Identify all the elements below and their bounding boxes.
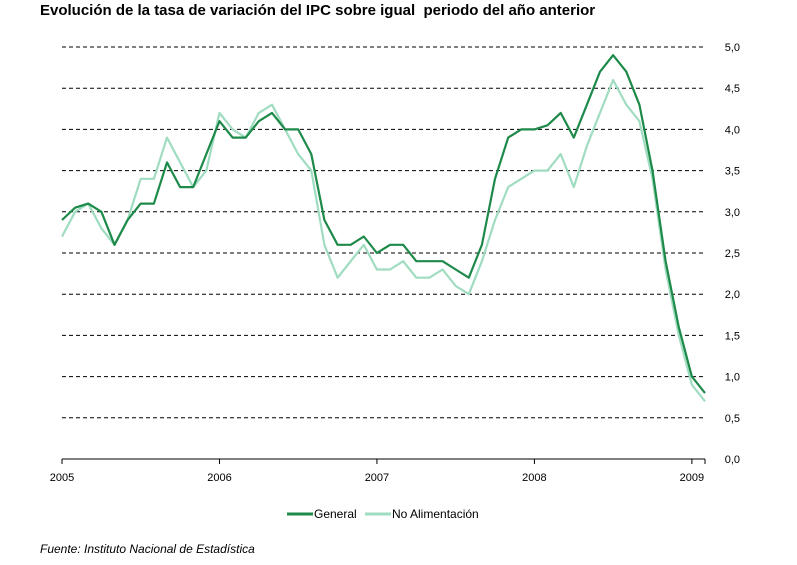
x-tick-label: 2007: [365, 472, 389, 484]
x-tick-label: 2009: [680, 472, 704, 484]
y-tick-label: 2,5: [725, 248, 740, 260]
legend: General No Alimentación: [287, 507, 479, 521]
series-lines: [61, 54, 706, 402]
x-tick-label: 2005: [50, 472, 74, 484]
grid-lines: [62, 46, 705, 419]
y-tick-label: 1,5: [725, 330, 740, 342]
x-tick-label: 2008: [522, 472, 546, 484]
y-tick-label: 2,0: [725, 289, 740, 301]
y-tick-label: 3,0: [725, 207, 740, 219]
x-axis-ticks: 2005 2006 2007 2008 2009: [50, 459, 706, 484]
y-tick-label: 4,0: [725, 124, 740, 136]
y-tick-label: 1,0: [725, 372, 740, 384]
series-line-general: [61, 54, 706, 394]
legend-item-no-alimentacion-label: No Alimentación: [392, 507, 479, 521]
y-tick-label: 0,5: [725, 413, 740, 425]
x-tick-label: 2006: [207, 472, 231, 484]
y-tick-label: 3,5: [725, 166, 740, 178]
y-tick-label: 0,0: [725, 454, 740, 466]
y-tick-label: 5,0: [725, 42, 740, 54]
y-axis-ticks: 0,0 0,5 1,0 1,5 2,0 2,5 3,0 3,5 4,0 4,5 5,0: [725, 42, 740, 466]
legend-item-general-label: General: [314, 507, 357, 521]
chart-title: Evolución de la tasa de variación del IP…: [40, 2, 596, 19]
series-line-no-alimentacion: [61, 78, 706, 402]
y-tick-label: 4,5: [725, 83, 740, 95]
source-note: Fuente: Instituto Nacional de Estadístic…: [40, 542, 255, 556]
